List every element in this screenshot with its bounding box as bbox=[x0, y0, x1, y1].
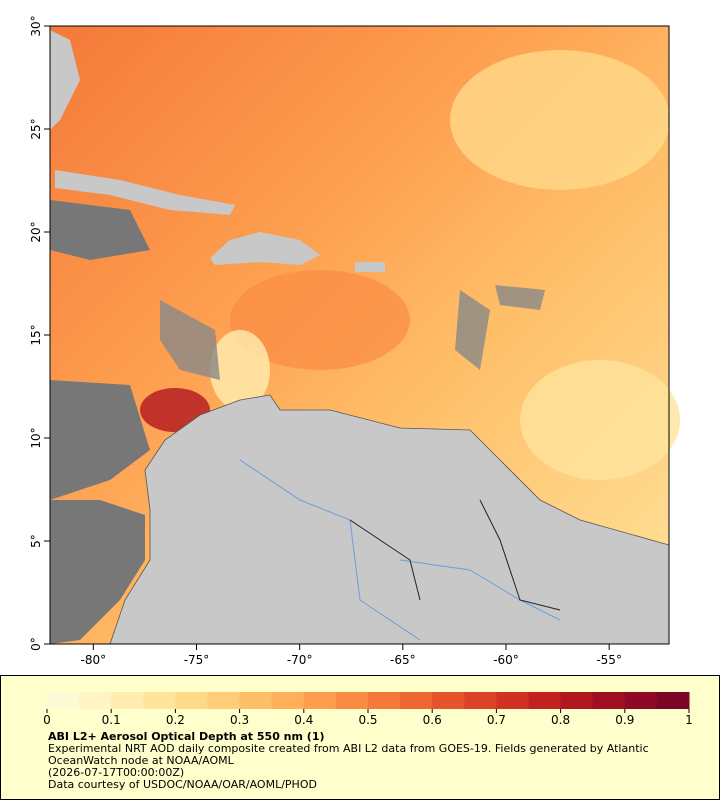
no-data bbox=[455, 290, 490, 370]
x-tick-label: -60° bbox=[493, 653, 519, 667]
x-tick-label: -80° bbox=[81, 653, 107, 667]
no-data bbox=[50, 380, 150, 500]
colorbar-tick-label: 0.1 bbox=[102, 713, 121, 727]
colorbar-swatch bbox=[239, 692, 273, 709]
land bbox=[55, 170, 235, 215]
no-data bbox=[160, 300, 220, 380]
colorbar-swatch bbox=[496, 692, 529, 709]
no-data bbox=[50, 500, 145, 644]
y-tick-label: 0° bbox=[29, 637, 43, 651]
colorbar-tick-label: 0.2 bbox=[166, 713, 185, 727]
land bbox=[210, 232, 320, 265]
y-tick-label: 10° bbox=[29, 427, 43, 448]
colorbar-swatch bbox=[143, 692, 176, 709]
colorbar-swatch bbox=[464, 692, 497, 709]
caption-credit: Data courtesy of USDOC/NOAA/OAR/AOML/PHO… bbox=[48, 778, 317, 791]
colorbar-tick-label: 0.4 bbox=[294, 713, 313, 727]
y-tick-label: 15° bbox=[29, 324, 43, 345]
colorbar-swatch bbox=[207, 692, 241, 709]
border bbox=[479, 499, 561, 611]
aod-patch bbox=[520, 360, 680, 480]
colorbar-swatch bbox=[368, 692, 401, 709]
aod-patch bbox=[210, 330, 270, 410]
aod-patch bbox=[450, 50, 670, 190]
colorbar-tick-label: 0.9 bbox=[615, 713, 634, 727]
land bbox=[355, 262, 385, 272]
y-tick-label: 25° bbox=[29, 118, 43, 139]
caption-title: ABI L2+ Aerosol Optical Depth at 550 nm … bbox=[48, 730, 325, 743]
colorbar-swatch bbox=[47, 692, 80, 709]
colorbar-swatch bbox=[111, 692, 144, 709]
y-tick-label: 5° bbox=[29, 534, 43, 548]
no-data bbox=[495, 285, 545, 310]
colorbar-swatch bbox=[175, 692, 208, 709]
x-tick-label: -70° bbox=[287, 653, 313, 667]
caption-description: Experimental NRT AOD daily composite cre… bbox=[48, 742, 649, 767]
border bbox=[349, 519, 421, 601]
colorbar-swatch bbox=[560, 692, 594, 709]
river bbox=[399, 559, 561, 621]
colorbar-swatch bbox=[271, 692, 305, 709]
colorbar-tick-label: 0 bbox=[43, 713, 51, 727]
colorbar-swatch bbox=[656, 692, 690, 709]
colorbar-swatch bbox=[400, 692, 433, 709]
colorbar-swatch bbox=[592, 692, 626, 709]
caption: ABI L2+ Aerosol Optical Depth at 550 nm … bbox=[48, 731, 688, 791]
colorbar-swatch bbox=[303, 692, 337, 709]
caption-time: (2026-07-17T00:00:00Z) bbox=[48, 766, 185, 779]
colorbar-swatch bbox=[335, 692, 369, 709]
land bbox=[50, 30, 80, 130]
colorbar-swatch bbox=[624, 692, 658, 709]
colorbar-swatch bbox=[528, 692, 562, 709]
no-data bbox=[50, 200, 150, 260]
colorbar-swatch bbox=[432, 692, 465, 709]
map-image bbox=[50, 26, 680, 645]
y-tick-label: 20° bbox=[29, 221, 43, 242]
y-tick-label: 30° bbox=[29, 15, 43, 36]
land bbox=[109, 394, 670, 645]
colorbar-swatch bbox=[79, 692, 112, 709]
colorbar-tick-label: 1 bbox=[685, 713, 693, 727]
x-tick-label: -75° bbox=[184, 653, 210, 667]
colorbar-tick-label: 0.5 bbox=[358, 713, 377, 727]
aod-patch bbox=[230, 270, 410, 370]
colorbar-tick-label: 0.8 bbox=[551, 713, 570, 727]
colorbar-tick-label: 0.6 bbox=[423, 713, 442, 727]
x-tick-label: -65° bbox=[390, 653, 416, 667]
colorbar-tick-label: 0.3 bbox=[230, 713, 249, 727]
colorbar-tick-label: 0.7 bbox=[487, 713, 506, 727]
x-tick-label: -55° bbox=[596, 653, 622, 667]
